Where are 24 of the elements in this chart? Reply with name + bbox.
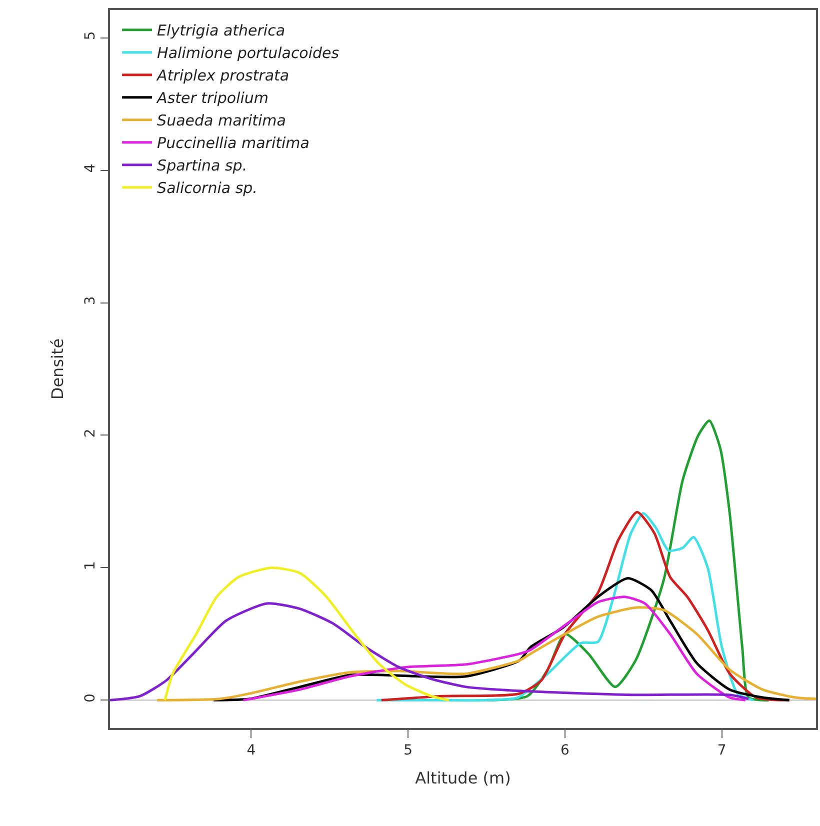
x-tick-label: 5 — [404, 742, 413, 759]
y-axis-title: Densité — [48, 338, 68, 400]
y-tick-label: 4 — [82, 164, 99, 173]
line-series — [110, 602, 750, 702]
y-tick-label: 0 — [82, 694, 99, 703]
x-tick-label: 7 — [717, 742, 726, 759]
x-tick-label: 6 — [560, 742, 570, 759]
x-axis-title: Altitude (m) — [415, 768, 511, 788]
legend-label: Elytrigia atherica — [157, 22, 286, 40]
y-tick-label: 2 — [82, 428, 99, 438]
line-series — [156, 606, 816, 702]
line-series — [242, 596, 747, 702]
y-tick-label: 3 — [82, 296, 99, 306]
line-series — [164, 566, 450, 702]
x-tick-label: 4 — [246, 742, 256, 759]
legend-label: Halimione portulacoides — [157, 44, 340, 62]
legend-label: Suaeda maritima — [157, 112, 286, 130]
y-tick-label: 5 — [82, 31, 99, 40]
legend-label: Salicornia sp. — [157, 179, 258, 198]
legend-label: Aster tripolium — [156, 89, 269, 108]
legend-label: Atriplex prostrata — [156, 66, 290, 85]
legend-label: Spartina sp. — [157, 156, 248, 175]
legend-label: Puccinellia maritima — [157, 134, 310, 152]
y-tick-label: 1 — [82, 561, 99, 570]
